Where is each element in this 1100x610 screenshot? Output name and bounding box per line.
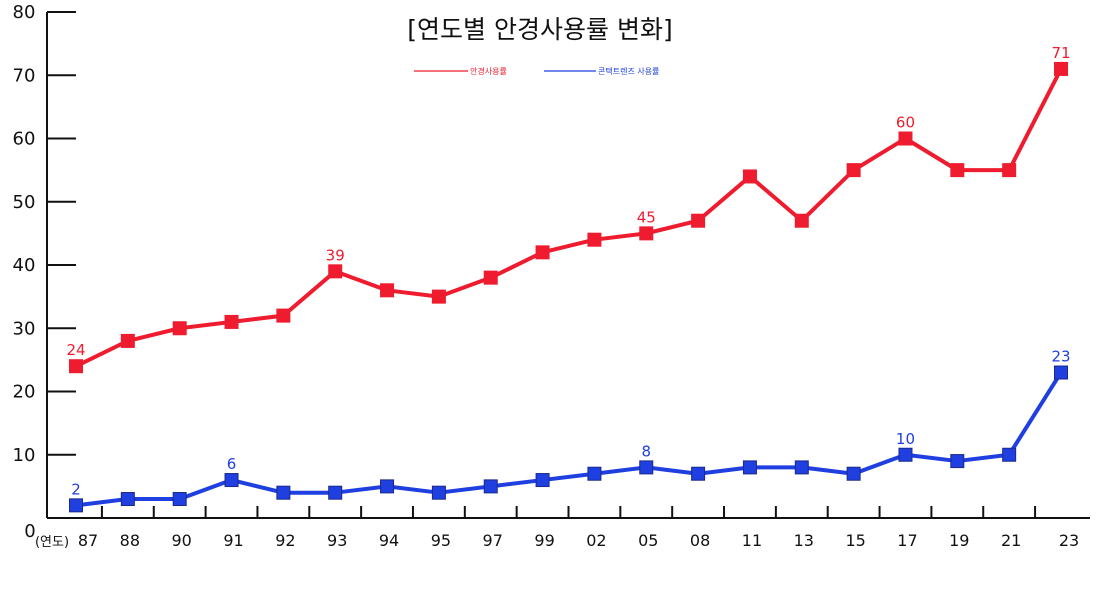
- x-tick-label-88: 88: [120, 531, 140, 550]
- series-2-point-99: [535, 473, 550, 488]
- series-2-point-91: [224, 473, 239, 488]
- series-2-point-21: [1002, 447, 1017, 462]
- series-1-point-05: [639, 226, 654, 241]
- series-1-point-87: [69, 359, 83, 374]
- series-1-point-92: [276, 308, 291, 323]
- x-tick-label-94: 94: [379, 531, 399, 550]
- series-2-point-19: [950, 454, 965, 469]
- x-tick-label-13: 13: [794, 531, 814, 550]
- chart-title: [연도별 안경사용률 변화]: [407, 15, 672, 44]
- series-2-point-15: [846, 466, 861, 481]
- data-label-series-1-87: 24: [66, 341, 85, 359]
- series-2-point-92: [276, 485, 291, 500]
- data-label-series-2-91: 6: [227, 455, 237, 473]
- y-tick-label-30: 30: [13, 318, 36, 339]
- legend-label-series-1: 안경사용률: [470, 66, 507, 76]
- data-label-series-1-23: 71: [1051, 44, 1070, 62]
- series-2-point-87: [69, 498, 83, 513]
- origin-label: 0: [24, 521, 35, 542]
- y-tick-label-60: 60: [13, 129, 36, 150]
- series-2-point-13: [794, 460, 809, 475]
- series-1-point-23: [1054, 61, 1068, 76]
- series-1-point-93: [328, 264, 343, 279]
- series-1-point-88: [120, 333, 135, 348]
- series-2-point-05: [639, 460, 654, 475]
- data-label-series-2-23: 23: [1051, 348, 1070, 366]
- x-tick-label-95: 95: [431, 531, 451, 550]
- series-2-point-23: [1054, 365, 1068, 380]
- x-tick-label-87: 87: [78, 531, 98, 550]
- series-2-point-02: [587, 466, 602, 481]
- series-1-point-08: [691, 213, 706, 228]
- y-tick-label-40: 40: [13, 255, 36, 276]
- series-1-point-91: [224, 314, 239, 329]
- x-tick-label-11: 11: [742, 531, 762, 550]
- x-tick-label-91: 91: [223, 531, 243, 550]
- series-2-point-95: [431, 485, 446, 500]
- series-1-point-97: [483, 270, 498, 285]
- x-unit-label: (연도): [35, 535, 69, 550]
- series-1-point-99: [535, 245, 550, 260]
- x-tick-label-23: 23: [1059, 531, 1079, 550]
- series-2-point-88: [120, 492, 135, 507]
- series-1-point-95: [431, 289, 446, 304]
- series-line-1: [74, 66, 1063, 369]
- y-tick-label-20: 20: [13, 382, 36, 403]
- chart-legend: 안경사용률 콘택트렌즈 사용률: [414, 66, 659, 76]
- x-tick-label-21: 21: [1001, 531, 1021, 550]
- series-1-point-94: [380, 283, 395, 298]
- x-tick-label-19: 19: [949, 531, 969, 550]
- x-tick-label-92: 92: [275, 531, 295, 550]
- x-tick-label-08: 08: [690, 531, 710, 550]
- series-1-point-11: [742, 169, 757, 184]
- series-1-point-17: [898, 131, 913, 146]
- series-2-point-93: [328, 485, 343, 500]
- y-tick-label-80: 80: [13, 2, 36, 23]
- series-2-point-90: [172, 492, 187, 507]
- series-2-point-11: [742, 460, 757, 475]
- data-label-series-2-17: 10: [896, 430, 915, 448]
- x-tick-label-99: 99: [534, 531, 554, 550]
- series-2-point-94: [380, 479, 395, 494]
- legend-label-series-2: 콘택트렌즈 사용률: [598, 66, 659, 76]
- series-1-point-21: [1002, 163, 1017, 178]
- x-tick-label-17: 17: [897, 531, 917, 550]
- y-tick-label-70: 70: [13, 65, 36, 86]
- x-tick-label-05: 05: [638, 531, 658, 550]
- y-tick-label-50: 50: [13, 192, 36, 213]
- series-1-point-15: [846, 163, 861, 178]
- series-1-point-19: [950, 163, 965, 178]
- x-tick-label-90: 90: [172, 531, 192, 550]
- x-tick-label-93: 93: [327, 531, 347, 550]
- series-2-point-97: [483, 479, 498, 494]
- series-1-point-02: [587, 232, 602, 247]
- data-label-series-1-17: 60: [896, 114, 915, 132]
- data-label-series-2-05: 8: [641, 442, 651, 460]
- data-label-series-1-93: 39: [326, 246, 345, 264]
- series-1-point-13: [794, 213, 809, 228]
- x-tick-label-02: 02: [586, 531, 606, 550]
- series-1-point-90: [172, 321, 187, 336]
- y-tick-label-10: 10: [13, 445, 36, 466]
- series-2-point-08: [691, 466, 706, 481]
- series-2-point-17: [898, 447, 913, 462]
- data-label-series-2-87: 2: [71, 480, 81, 498]
- x-tick-label-97: 97: [483, 531, 503, 550]
- series-line-2: [74, 370, 1063, 508]
- x-tick-label-15: 15: [845, 531, 865, 550]
- data-label-series-1-05: 45: [637, 208, 656, 226]
